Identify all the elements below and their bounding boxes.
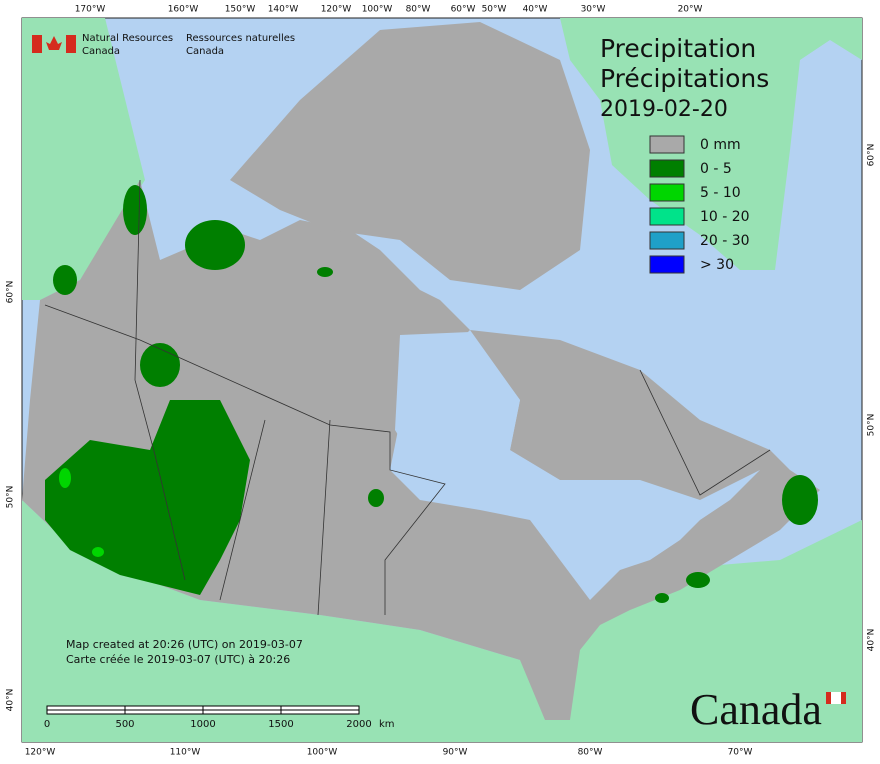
lat-label: 60°N — [867, 144, 877, 167]
legend-swatch — [649, 183, 685, 202]
legend-label: 20 - 30 — [700, 233, 750, 249]
lon-label: 20°W — [678, 5, 703, 15]
precip-area-light — [59, 468, 71, 488]
hudson-bay — [395, 332, 520, 480]
precip-area — [782, 475, 818, 525]
agency-fr: Canada — [186, 46, 224, 57]
lon-label: 60°W — [451, 5, 476, 15]
lon-label: 100°W — [307, 748, 338, 758]
date: 2019-02-20 — [600, 97, 728, 122]
lon-label: 120°W — [321, 5, 352, 15]
legend-label: 10 - 20 — [700, 209, 750, 225]
lon-label: 150°W — [225, 5, 256, 15]
precip-area — [655, 593, 669, 603]
agency-en: Natural Resources — [82, 33, 173, 44]
lon-label: 80°W — [578, 748, 603, 758]
lat-label: 50°N — [867, 414, 877, 437]
scale-label: 0 — [44, 719, 50, 730]
precip-area — [140, 343, 180, 387]
quebec-labrador — [470, 330, 790, 500]
wordmark: Canada — [690, 685, 822, 734]
title: Precipitation — [600, 34, 756, 63]
precip-area-light — [92, 547, 104, 557]
legend-label: > 30 — [700, 257, 734, 273]
legend-swatch — [649, 255, 685, 274]
border-line — [639, 369, 771, 496]
border-line — [219, 419, 331, 616]
lon-label: 90°W — [443, 748, 468, 758]
precip-area — [123, 185, 147, 235]
lon-label: 160°W — [168, 5, 199, 15]
precip-area — [53, 265, 77, 295]
legend-swatch — [649, 135, 685, 154]
lon-label: 80°W — [406, 5, 431, 15]
title: Précipitations — [600, 64, 769, 93]
lat-label: 50°N — [6, 486, 16, 509]
legend-label: 5 - 10 — [700, 185, 741, 201]
scale-label: 1000 — [190, 719, 215, 730]
precip-area — [185, 220, 245, 270]
lon-label: 100°W — [362, 5, 393, 15]
lat-label: 60°N — [6, 281, 16, 304]
precip-area — [317, 267, 333, 277]
lat-label: 40°N — [867, 629, 877, 652]
lon-label: 30°W — [581, 5, 606, 15]
created-en: Map created at 20:26 (UTC) on 2019-03-07 — [66, 638, 303, 651]
flag-bar — [66, 35, 76, 53]
precip-areas — [45, 185, 818, 603]
scale-segment — [124, 709, 204, 715]
scale-label: 2000 — [346, 719, 371, 730]
flag-leaf — [46, 36, 62, 50]
flag-bar — [32, 35, 42, 53]
greenland — [560, 18, 862, 270]
created-fr: Carte créée le 2019-03-07 (UTC) à 20:26 — [66, 653, 290, 666]
legend-label: 0 - 5 — [700, 161, 732, 177]
agency-en: Canada — [82, 46, 120, 57]
scale-segment — [46, 705, 126, 711]
precip-area — [45, 400, 250, 595]
border-line — [134, 179, 186, 581]
scale-segment — [202, 705, 282, 711]
alaska — [22, 18, 145, 300]
lon-label: 50°W — [482, 5, 507, 15]
scale-unit: km — [379, 719, 395, 730]
precip-area — [368, 489, 384, 507]
wordmark-flag — [826, 692, 831, 704]
lon-label: 140°W — [268, 5, 299, 15]
united-states — [22, 500, 862, 742]
border-line — [44, 304, 446, 615]
wordmark-flag — [841, 692, 846, 704]
lon-label: 110°W — [170, 748, 201, 758]
legend-label: 0 mm — [700, 137, 741, 153]
scale-segment — [280, 709, 360, 715]
borders — [44, 179, 771, 616]
lon-label: 120°W — [25, 748, 56, 758]
lon-label: 40°W — [523, 5, 548, 15]
scale-bar — [46, 705, 360, 715]
agency-fr: Ressources naturelles — [186, 33, 295, 44]
legend-swatch — [649, 159, 685, 178]
scale-label: 500 — [115, 719, 134, 730]
precip-area — [686, 572, 710, 588]
legend-swatch — [649, 231, 685, 250]
canada-mainland — [22, 180, 820, 720]
legend: 0 mm 0 - 5 5 - 10 10 - 20 20 - 30 > 30 — [649, 135, 750, 274]
lon-label: 70°W — [728, 748, 753, 758]
scale-label: 1500 — [268, 719, 293, 730]
lon-label: 170°W — [75, 5, 106, 15]
arctic-islands — [230, 22, 590, 290]
legend-swatch — [649, 207, 685, 226]
lat-label: 40°N — [6, 689, 16, 712]
